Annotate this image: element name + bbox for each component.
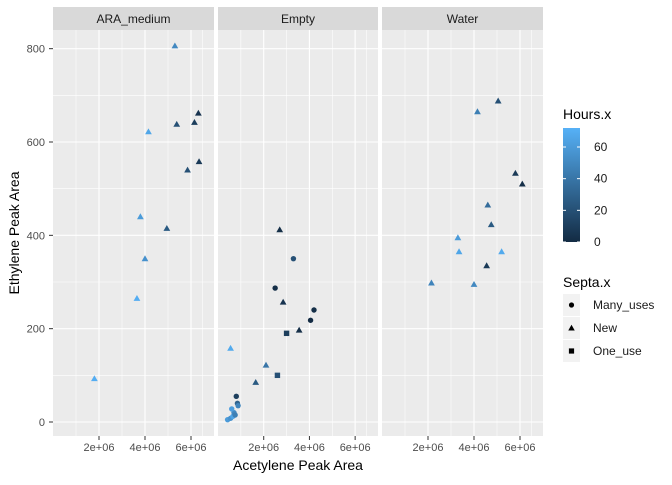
data-point — [454, 234, 462, 241]
data-point — [470, 280, 478, 287]
data-point — [191, 119, 198, 125]
data-point — [91, 375, 98, 382]
data-point — [145, 128, 152, 135]
facet-strip — [382, 7, 543, 30]
x-tick-label: 4e+06 — [459, 442, 490, 454]
facet-panel-water: Water 2e+06 4e+06 6e+06 — [382, 7, 543, 454]
data-point — [276, 226, 284, 233]
data-point — [455, 248, 463, 255]
colorbar — [563, 128, 580, 242]
facet-panel-ara-medium: ARA_medium 2e+06 4e+06 6e+06 — [53, 7, 214, 454]
x-tick-label: 2e+06 — [248, 442, 279, 454]
colorbar-tick-label: 60 — [594, 140, 608, 154]
shape-legend-item-one-use: One_use — [563, 340, 642, 362]
panel-background — [218, 30, 378, 436]
data-point — [279, 298, 287, 305]
shape-legend-label: One_use — [593, 344, 642, 358]
data-point — [141, 255, 149, 262]
shape-legend-symbol — [568, 348, 575, 354]
x-tick-label: 4e+06 — [130, 442, 161, 454]
data-point — [252, 378, 260, 385]
data-point — [311, 307, 317, 313]
y-tick-label: 800 — [27, 44, 45, 56]
data-point — [512, 169, 519, 176]
facet-strip — [218, 7, 378, 30]
colorbar-tick-label: 40 — [594, 172, 608, 186]
data-point — [487, 221, 495, 228]
shape-legend: Septa.x Many_uses New One_use — [563, 274, 654, 362]
data-point — [229, 406, 235, 412]
data-point — [484, 201, 492, 208]
data-point — [233, 393, 239, 400]
x-tick-label: 2e+06 — [84, 442, 115, 454]
facet-strip-label: Empty — [281, 12, 315, 26]
data-point — [274, 372, 281, 379]
data-point — [307, 317, 314, 323]
data-point — [195, 158, 203, 165]
x-tick-label: 4e+06 — [294, 442, 325, 454]
data-point — [498, 248, 505, 255]
data-point — [483, 262, 491, 269]
panel-background — [53, 30, 214, 436]
data-point — [194, 109, 202, 116]
data-point — [290, 255, 297, 262]
shape-legend-label: Many_uses — [593, 298, 654, 312]
facet-strip-label: ARA_medium — [96, 12, 170, 26]
x-tick-label: 6e+06 — [340, 442, 371, 454]
data-point — [518, 180, 526, 187]
shape-legend-item-many-uses: Many_uses — [563, 294, 654, 316]
x-tick-label: 6e+06 — [505, 442, 536, 454]
data-point — [235, 402, 241, 409]
y-axis-title: Ethylene Peak Area — [6, 171, 22, 294]
color-legend-title: Hours.x — [563, 106, 611, 122]
data-point — [163, 224, 171, 231]
y-tick-label: 600 — [27, 137, 45, 149]
data-point — [272, 285, 278, 291]
data-point — [295, 326, 303, 333]
colorbar-tick-label: 20 — [594, 203, 608, 217]
y-axis-ticks: 0 200 400 600 800 — [27, 44, 53, 429]
data-point — [173, 120, 181, 127]
shape-legend-label: New — [593, 321, 617, 335]
shape-legend-symbol — [568, 324, 575, 331]
shape-legend-title: Septa.x — [563, 274, 610, 290]
data-point — [137, 213, 144, 220]
facet-panel-empty: Empty 2e+06 4e+06 6e+06 — [218, 7, 378, 454]
data-point — [227, 344, 234, 351]
x-axis-title: Acetylene Peak Area — [233, 457, 363, 473]
color-legend: Hours.x 0 20 40 60 — [563, 106, 611, 249]
data-point — [283, 330, 290, 337]
colorbar-tick-label: 0 — [594, 235, 601, 249]
data-point — [171, 42, 179, 49]
data-point — [494, 97, 502, 104]
data-point — [133, 294, 141, 301]
data-point — [474, 108, 481, 115]
facet-strip — [53, 7, 214, 30]
data-point — [184, 166, 191, 173]
data-point — [262, 361, 270, 368]
x-tick-label: 6e+06 — [176, 442, 207, 454]
shape-legend-item-new: New — [563, 317, 617, 339]
x-tick-label: 2e+06 — [413, 442, 444, 454]
y-tick-label: 0 — [39, 417, 45, 429]
panel-background — [382, 30, 543, 436]
data-point — [232, 412, 238, 418]
facet-strip-label: Water — [447, 12, 479, 26]
data-point — [428, 279, 435, 286]
y-tick-label: 400 — [27, 230, 45, 242]
y-tick-label: 200 — [27, 324, 45, 336]
shape-legend-symbol — [568, 302, 575, 308]
facet-panels: ARA_medium 2e+06 4e+06 6e+06 Empty 2e+06 4e+06… — [53, 7, 543, 454]
